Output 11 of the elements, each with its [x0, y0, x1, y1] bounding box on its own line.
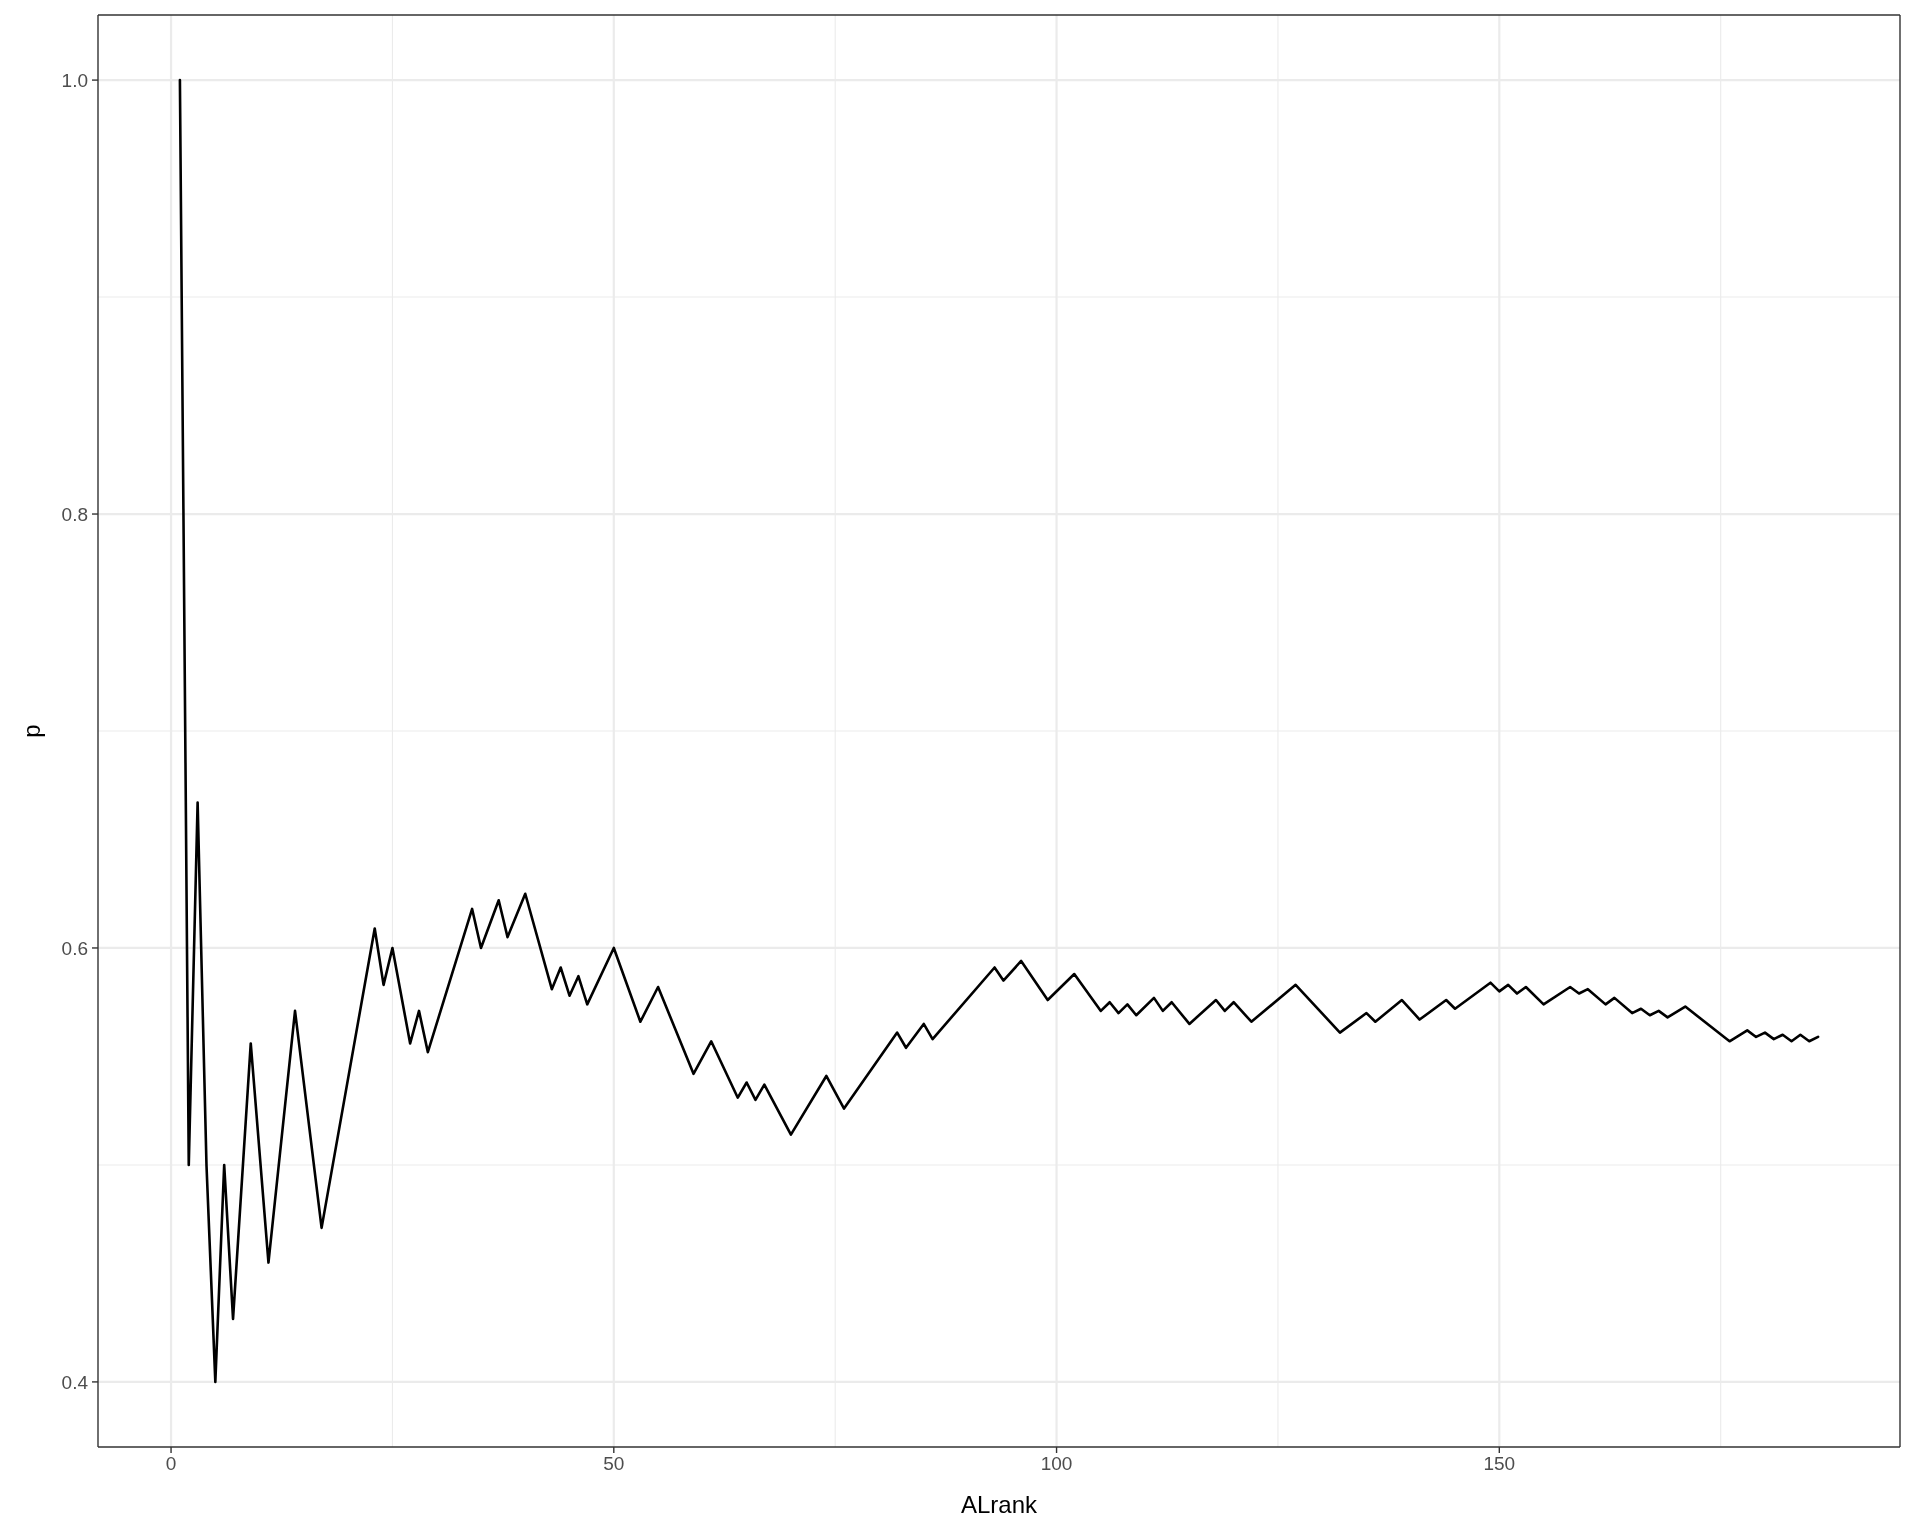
x-axis-title: ALrank [960, 1491, 1039, 1518]
y-axis-title: p [17, 724, 45, 738]
x-tick-label: 150 [1483, 1453, 1516, 1475]
x-tick-label: 100 [1040, 1453, 1073, 1475]
line-series [178, 78, 1820, 1384]
y-tick-label: 1.0 [61, 69, 88, 91]
y-tick-label: 0.8 [61, 503, 88, 525]
y-tick-label: 0.4 [61, 1371, 89, 1393]
x-tick-label: 0 [165, 1453, 177, 1475]
x-tick-label: 50 [603, 1453, 625, 1475]
y-tick-label: 0.6 [61, 937, 88, 959]
